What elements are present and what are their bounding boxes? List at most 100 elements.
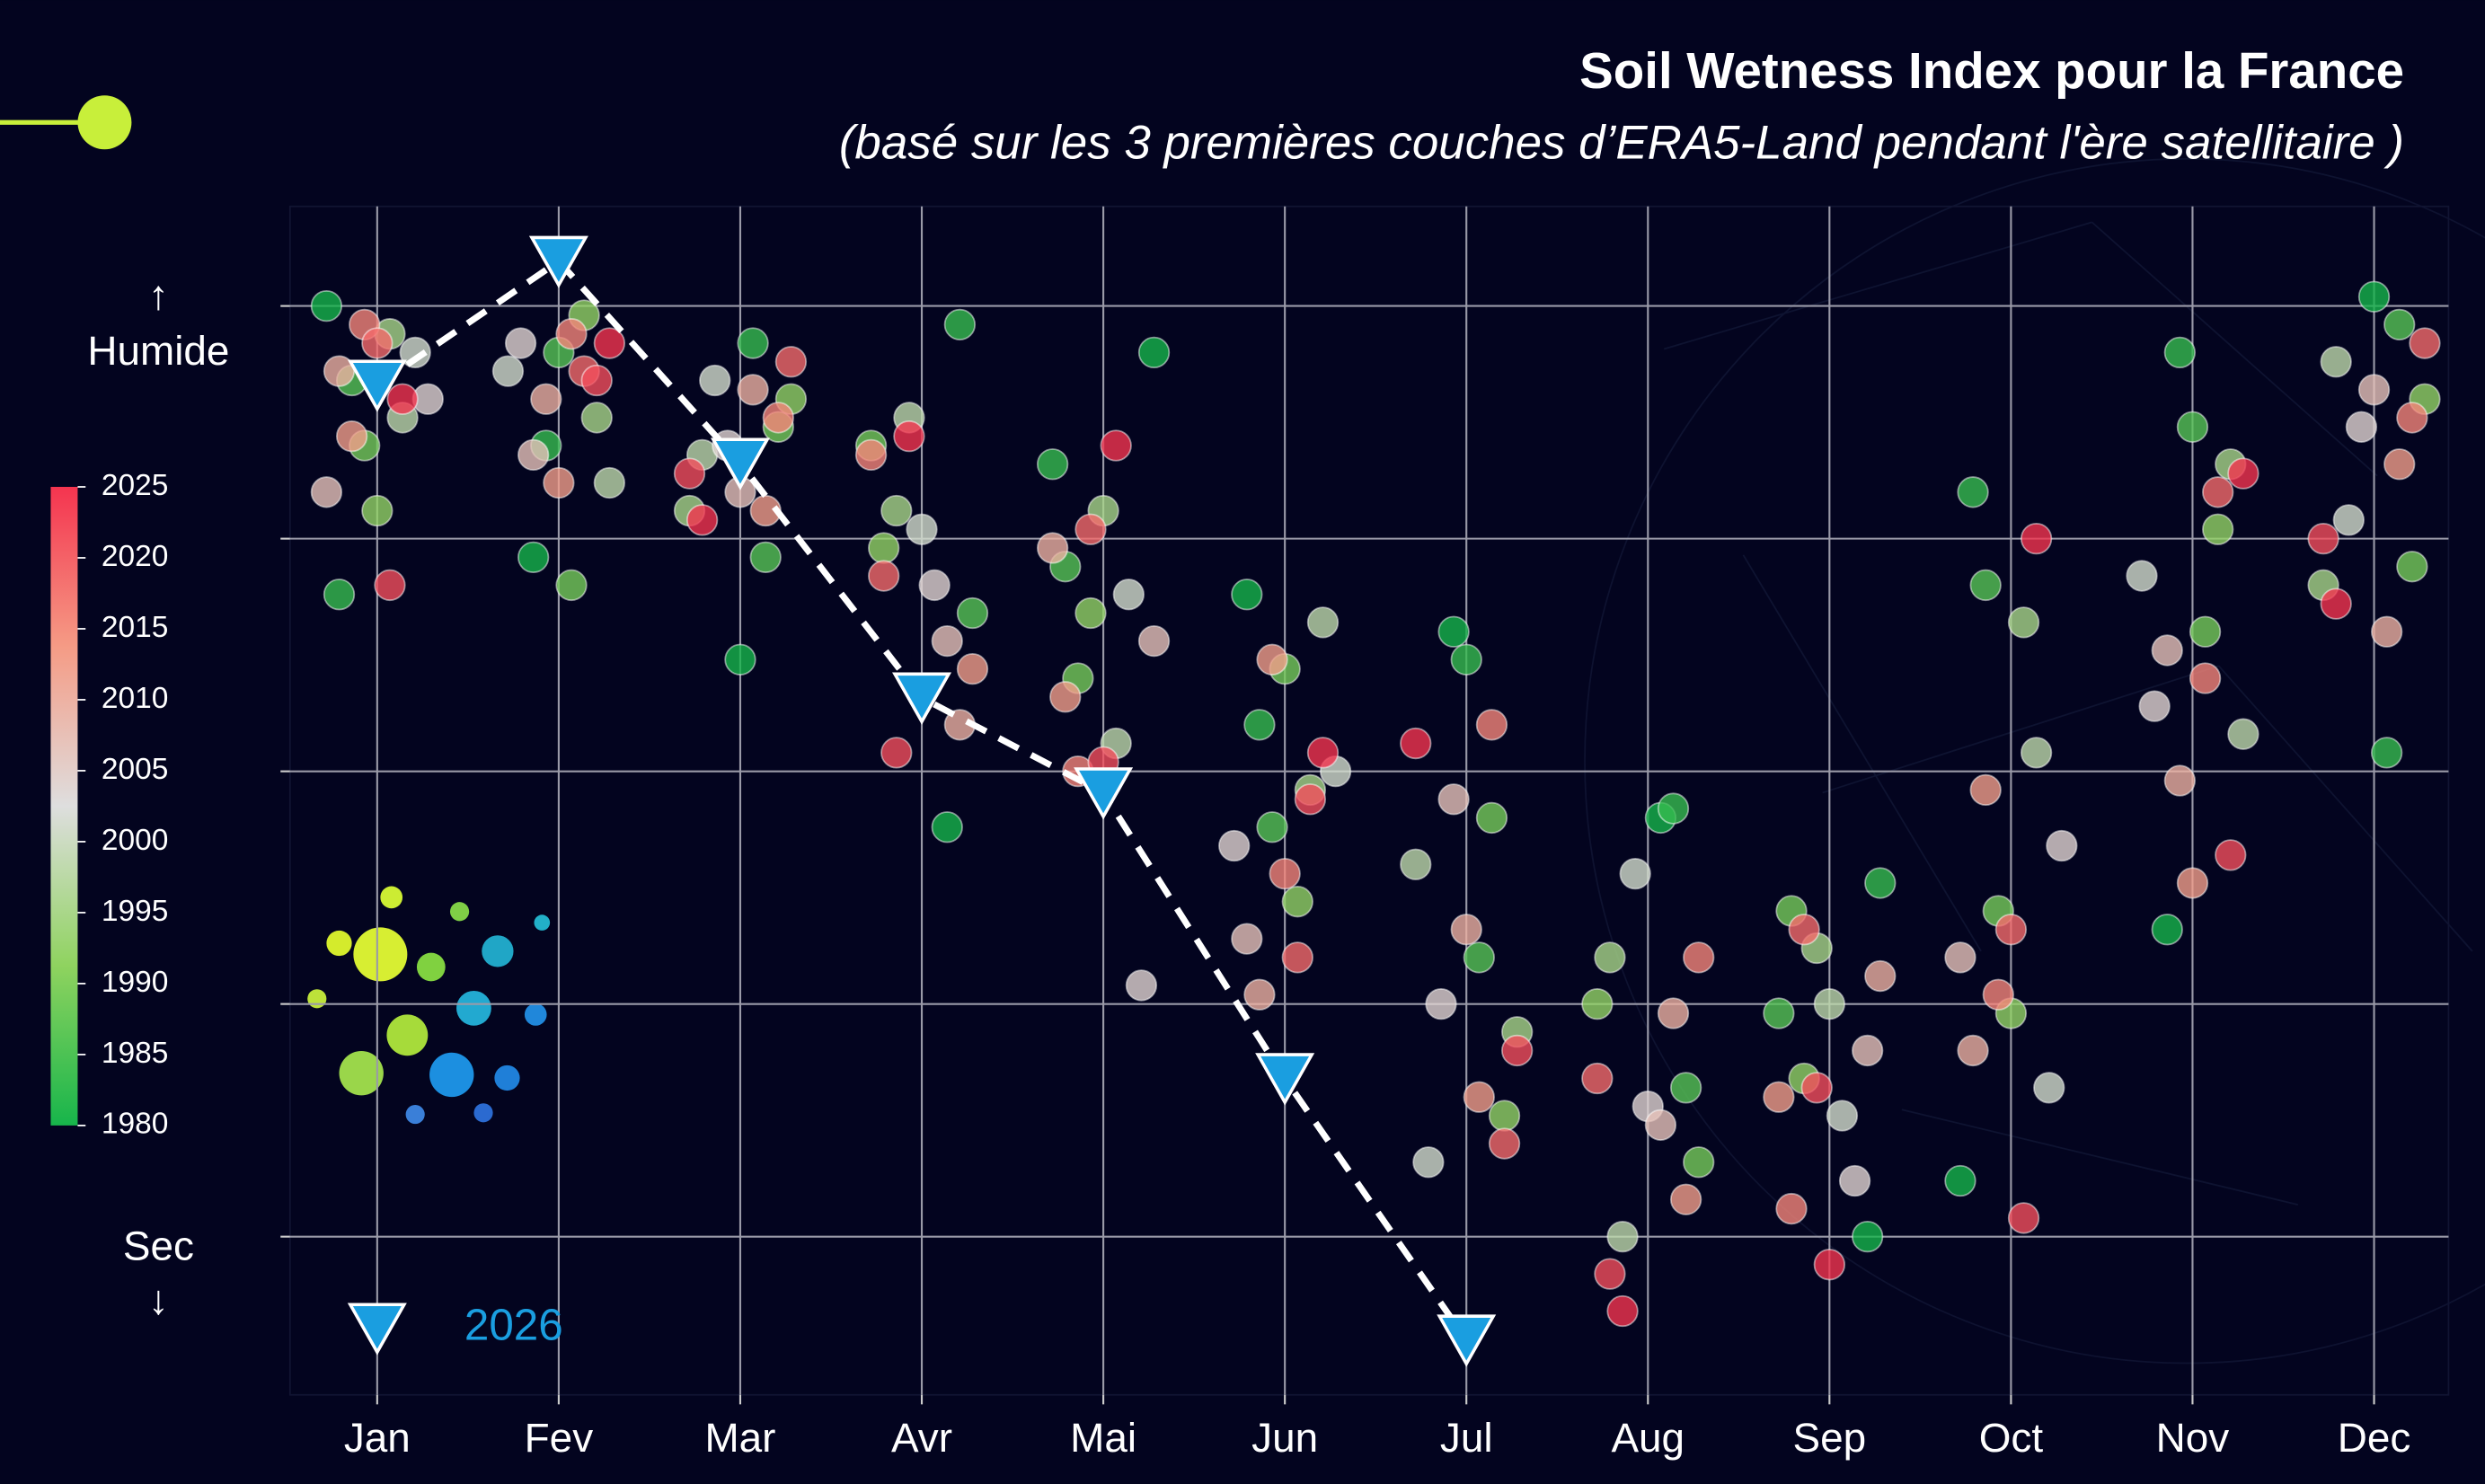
data-point [1619,857,1651,890]
data-point [399,336,431,369]
data-point [335,420,368,453]
data-point [956,653,989,685]
data-point [2357,280,2391,313]
data-point [2163,764,2196,797]
data-point [2163,336,2196,369]
data-point [2020,522,2053,555]
series-marker [347,359,407,412]
data-point [1594,1258,1626,1290]
series-marker [1437,1314,1497,1367]
series-marker [710,437,770,490]
data-point [386,383,419,415]
colorbar-tick-label: 1990 [102,966,169,999]
y-label-bottom-arrow: ↓ [148,1276,169,1323]
data-point [2176,867,2209,899]
data-point [918,569,951,602]
x-tick-label: Mai [1070,1414,1136,1461]
data-point [1594,941,1626,974]
data-point [1137,336,1171,369]
data-point [1218,829,1251,862]
data-point [310,476,343,508]
data-point [1813,1249,1845,1281]
data-point [1826,1100,1859,1132]
data-point [1074,596,1107,630]
data-point [323,579,356,611]
data-point [893,420,925,453]
x-tick-label: Sep [1793,1414,1867,1461]
data-point [1838,1164,1871,1197]
data-point [1606,1294,1639,1328]
colorbar-tick-label: 1995 [102,895,169,928]
data-point [2345,411,2378,443]
data-point [1306,606,1340,639]
colorbar-tick-label: 2015 [102,611,169,644]
data-point [1501,1034,1534,1067]
data-point [1137,624,1171,658]
data-point [931,811,963,844]
data-point [2202,513,2234,545]
data-point [1864,867,1897,899]
data-point [1256,643,1288,676]
y-label-bottom: Sec [123,1223,194,1269]
series-marker [892,672,952,725]
data-point [2383,448,2416,481]
data-point [374,569,406,602]
data-point [699,364,731,397]
network-decoration [1584,158,2485,1365]
data-point [1763,997,1795,1029]
x-tick-label: Avr [891,1414,952,1461]
data-point [2033,1072,2065,1104]
colorbar-tick-label: 2025 [102,469,169,502]
data-point [1281,886,1313,918]
data-point [1944,1164,1977,1197]
data-point [517,541,550,573]
data-point [1657,792,1690,825]
data-point [1049,681,1082,713]
colorbar-tick-label: 1985 [102,1037,169,1070]
data-point [1669,1072,1702,1104]
data-point [1437,783,1470,816]
data-point [1450,643,1482,676]
data-point [1957,476,1989,508]
data-point [1488,1127,1521,1160]
data-point [1437,615,1470,648]
data-point [593,466,625,499]
data-point [1125,969,1158,1002]
data-point [1788,914,1820,946]
data-point [1581,988,1614,1020]
x-tick-label: Jun [1251,1414,1318,1461]
data-point [2189,615,2222,648]
data-point [1243,978,1276,1011]
data-point [2126,560,2158,592]
data-point [1657,997,1690,1029]
data-point [580,364,613,397]
data-point [1425,988,1457,1020]
data-point [504,327,537,359]
data-point [2383,308,2416,340]
data-point [580,402,613,434]
data-point [1294,783,1327,816]
legend-label: 2026 [464,1301,563,1350]
data-point [361,494,394,527]
data-point [931,624,963,658]
data-point [1852,1221,1884,1253]
data-point [1969,569,2002,602]
series-marker [1074,767,1134,820]
data-point [1400,848,1432,880]
data-point [2357,374,2391,406]
y-label-top-arrow: ↑ [148,271,169,318]
data-point [2189,662,2222,694]
data-point [2151,914,2183,946]
data-point [1606,1221,1639,1253]
data-point [1412,1146,1445,1179]
data-point [1450,914,1482,946]
plot-area [288,205,2450,1396]
data-point [2020,737,2053,769]
data-point [1669,1183,1702,1215]
data-point [2332,504,2365,536]
data-point [1269,857,1301,890]
data-point [1944,941,1977,974]
data-point [517,438,550,472]
x-tick-label: Jul [1440,1414,1493,1461]
